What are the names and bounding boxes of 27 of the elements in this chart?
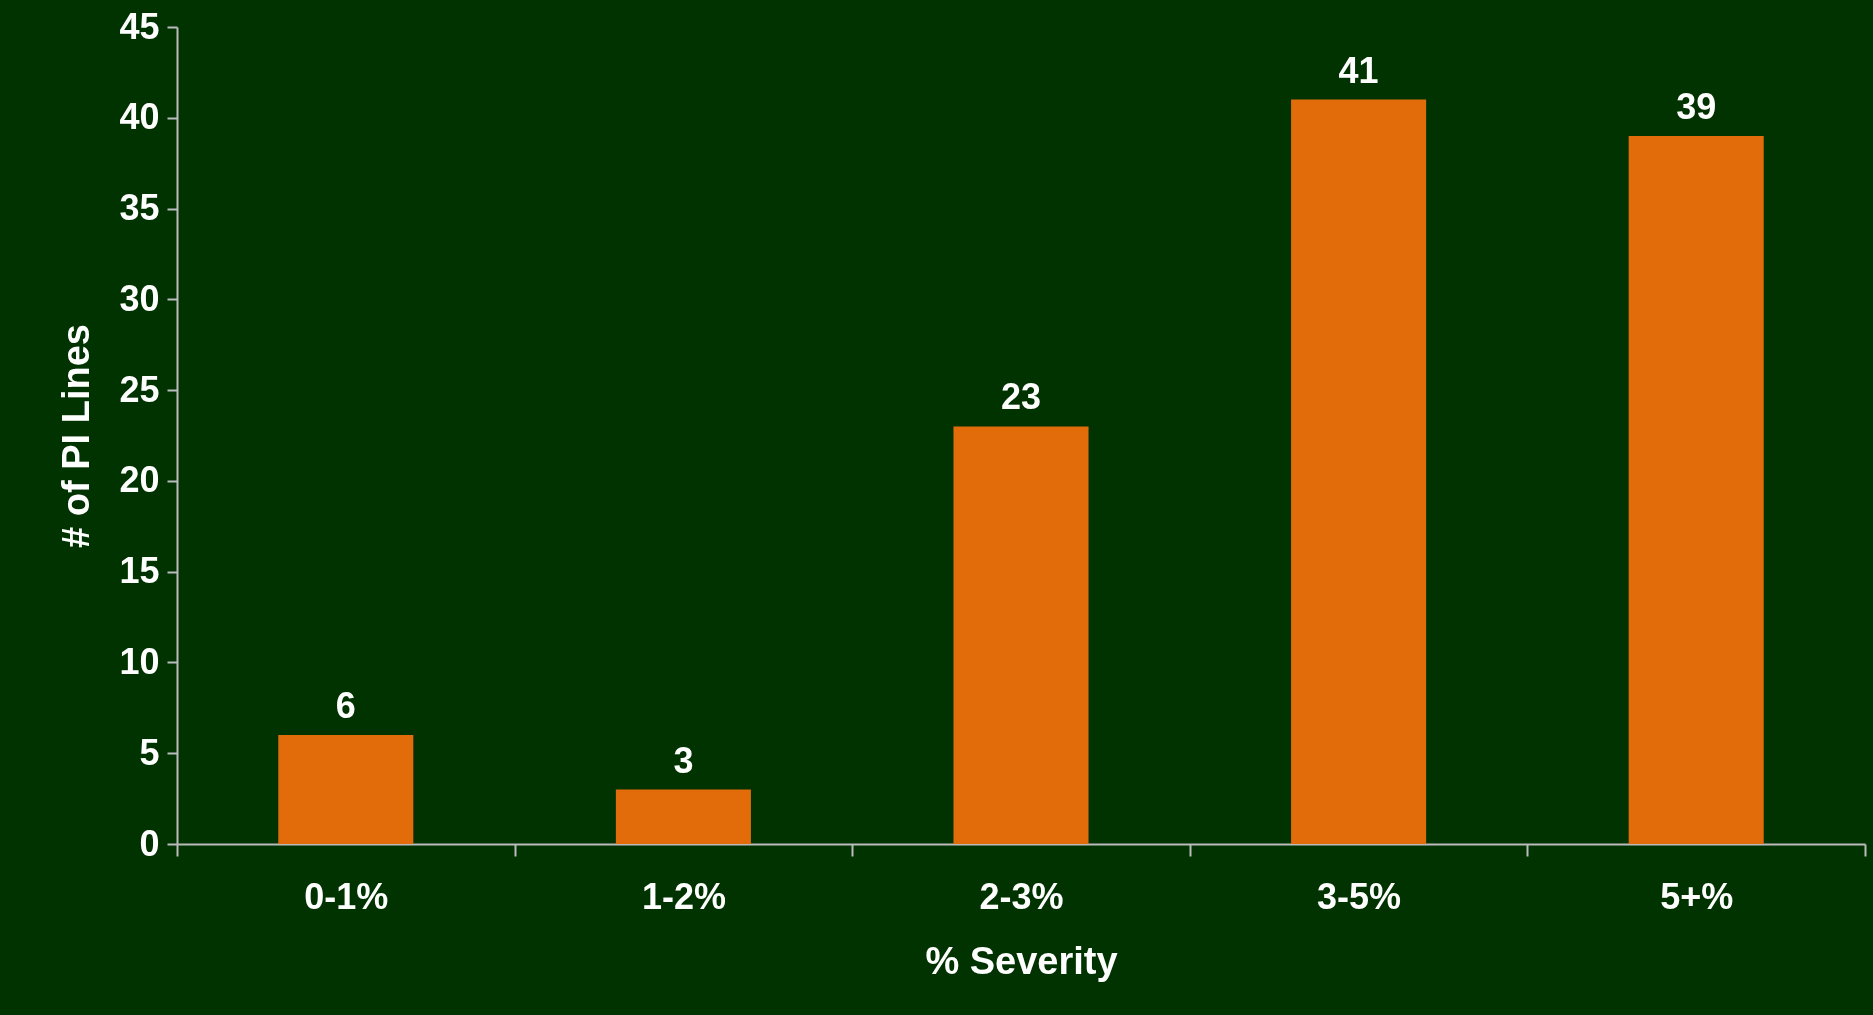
y-tick-label: 35: [119, 187, 160, 229]
bar: [615, 789, 751, 844]
y-tick-label: 30: [119, 277, 160, 319]
data-label: 6: [335, 685, 356, 727]
y-tick-label: 40: [119, 96, 160, 138]
x-tick-label: 0-1%: [304, 875, 389, 917]
data-label: 23: [1000, 376, 1042, 418]
bar: [1291, 99, 1427, 844]
y-tick-label: 45: [119, 5, 160, 47]
y-axis-title: # of PI Lines: [55, 324, 98, 548]
y-tick-label: 20: [119, 459, 160, 501]
y-tick-label: 0: [139, 822, 160, 864]
y-tick-label: 5: [139, 731, 160, 773]
y-tick-label: 25: [119, 368, 160, 410]
x-tick-label: 2-3%: [979, 875, 1064, 917]
data-label: 39: [1676, 85, 1717, 127]
data-label: 3: [673, 739, 694, 781]
bar: [1628, 135, 1764, 844]
bar: [278, 735, 414, 844]
x-tick-label: 5+%: [1660, 875, 1734, 917]
x-tick-label: 1-2%: [641, 875, 726, 917]
data-label: 41: [1338, 49, 1379, 91]
x-tick-label: 3-5%: [1317, 875, 1402, 917]
y-tick-label: 10: [119, 640, 160, 682]
y-tick-label: 15: [119, 550, 160, 592]
x-axis-title: % Severity: [925, 939, 1118, 982]
bar: [953, 426, 1089, 844]
